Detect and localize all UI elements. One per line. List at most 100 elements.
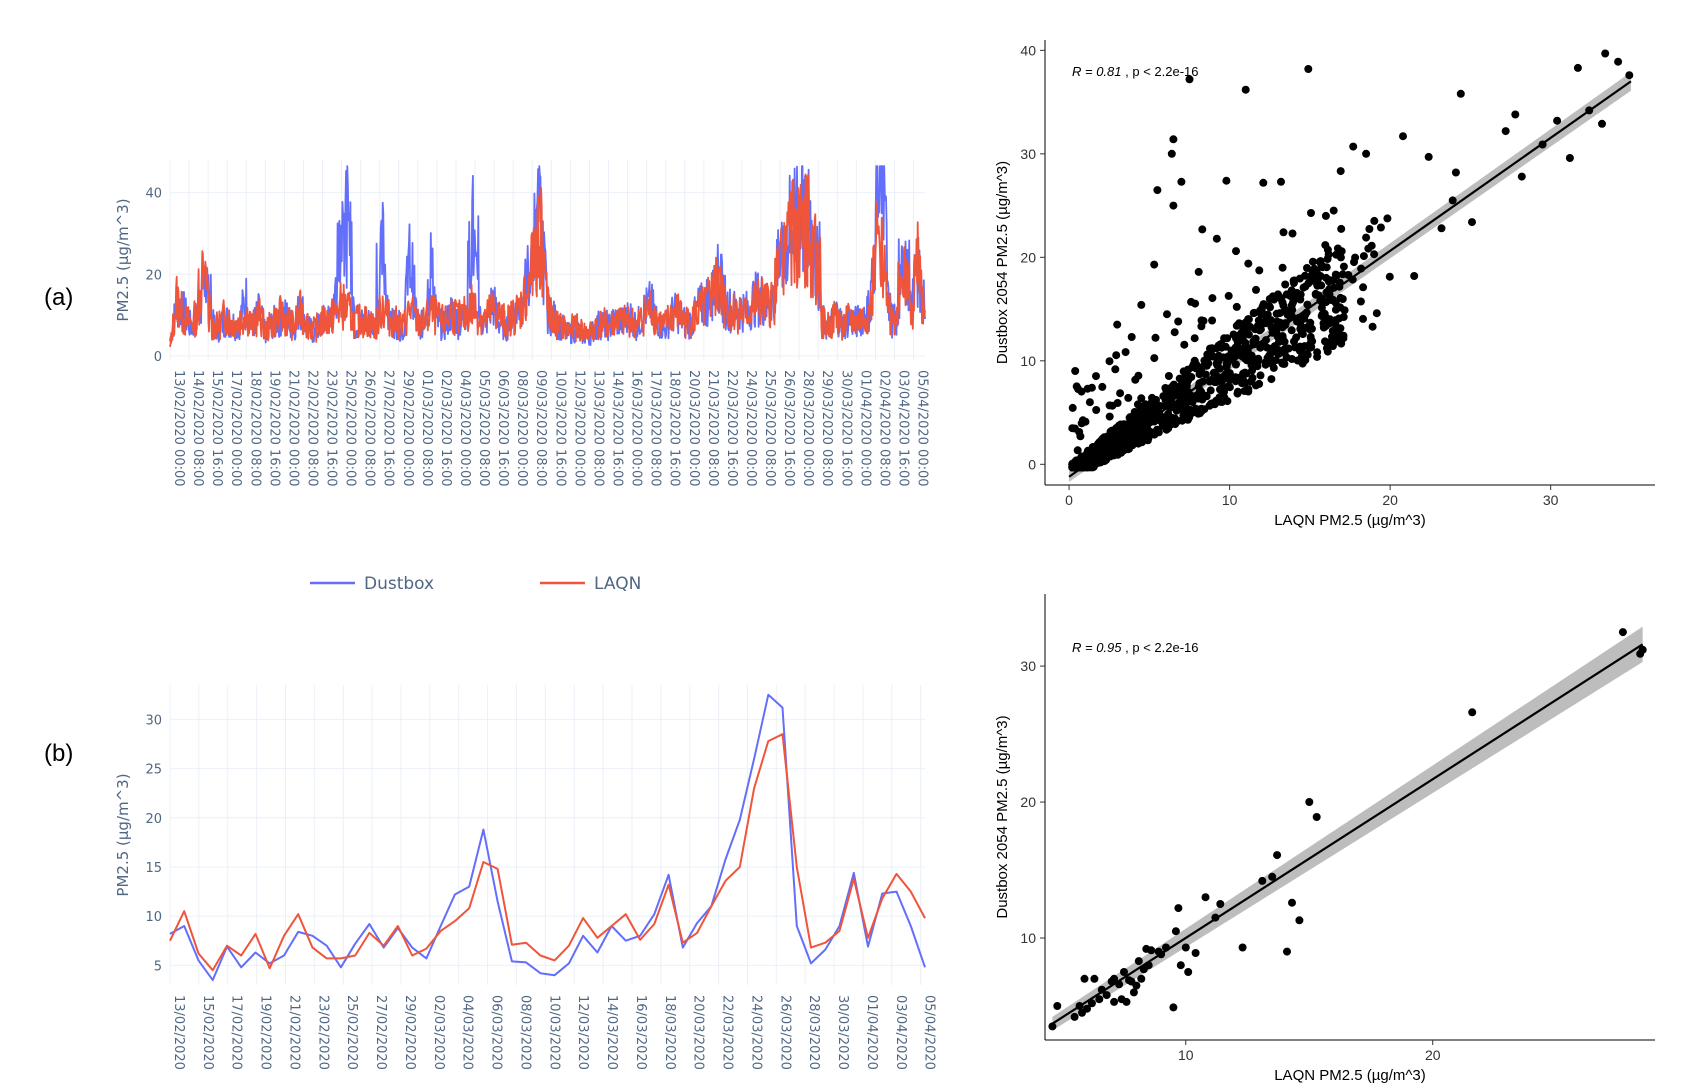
- scatter-point: [1167, 149, 1176, 158]
- scatter-point: [1197, 322, 1206, 331]
- scatter-point: [1176, 961, 1185, 970]
- scatter-point: [1191, 299, 1200, 308]
- scatter-point: [1310, 264, 1319, 273]
- scatter-point: [1253, 362, 1262, 371]
- scatter-point: [1259, 300, 1268, 309]
- scatter-point: [1410, 272, 1419, 280]
- x-tick-label: 13/03/2020 08:00: [590, 370, 605, 487]
- scatter-point: [1241, 318, 1250, 327]
- x-tick-label: 21/02/2020: [286, 995, 301, 1070]
- scatter-point: [1275, 309, 1284, 318]
- scatter-point: [1195, 370, 1204, 379]
- x-tick-label: 25/02/2020 00:00: [343, 370, 358, 487]
- scatter-point: [1448, 196, 1457, 205]
- scatter-point: [1206, 386, 1215, 395]
- scatter-point: [1364, 244, 1373, 253]
- scatter-point: [1105, 412, 1114, 421]
- scatter-point: [1359, 252, 1368, 261]
- scatter-point: [1116, 389, 1125, 398]
- scatter-point: [1208, 316, 1217, 325]
- scatter-point: [1468, 218, 1476, 227]
- scatter-point: [1356, 297, 1365, 306]
- scatter-point: [1198, 225, 1207, 234]
- x-tick-label: 17/02/2020: [229, 995, 244, 1070]
- scatter-point: [1241, 368, 1249, 377]
- scatter-point: [1183, 396, 1192, 405]
- scatter-point: [1254, 354, 1263, 363]
- scatter-point: [1278, 263, 1287, 272]
- x-tick-label: 28/03/2020 00:00: [800, 370, 815, 487]
- stat-annotation: R = 0.95 , p < 2.2e-16: [1072, 640, 1199, 655]
- y-axis-title: PM2.5 (µg/m^3): [114, 773, 132, 896]
- panel-label-a: (a): [44, 284, 74, 311]
- scatter-point: [1339, 313, 1348, 321]
- scatter-point: [1132, 981, 1141, 990]
- scatter-point: [1565, 154, 1574, 162]
- y-tick-label: 30: [145, 713, 162, 728]
- scatter-point: [1262, 343, 1271, 352]
- x-tick-label: 24/03/2020 00:00: [743, 370, 758, 487]
- x-tick-label: 20: [1425, 1047, 1441, 1063]
- scatter-point: [1235, 319, 1244, 328]
- x-tick-label: 22/03/2020: [720, 995, 735, 1070]
- scatter-point: [1087, 383, 1096, 392]
- x-tick-label: 21/02/2020 00:00: [285, 370, 300, 487]
- x-tick-label: 26/03/2020 16:00: [781, 370, 796, 487]
- scatter-point: [1163, 310, 1171, 319]
- scatter-point: [1287, 326, 1296, 335]
- scatter-point: [1198, 389, 1206, 398]
- scatter-point: [1252, 285, 1260, 294]
- scatter-point: [1349, 142, 1358, 151]
- x-tick-label: 18/03/2020 16:00: [667, 370, 682, 487]
- x-tick-label: 30/03/2020 16:00: [838, 370, 853, 487]
- scatter-point: [1279, 228, 1288, 237]
- scatter-point: [1237, 377, 1246, 386]
- scatter-point: [1362, 233, 1371, 242]
- y-tick-label: 25: [145, 763, 162, 778]
- scatter-point: [1083, 1004, 1091, 1013]
- scatter-point: [1179, 367, 1188, 376]
- scatter-point: [1120, 968, 1128, 976]
- scatter-point: [1601, 49, 1610, 58]
- scatter-point: [1305, 343, 1314, 352]
- scatter-point: [1172, 416, 1181, 425]
- x-tick-label: 03/04/2020 16:00: [895, 370, 910, 487]
- scatter-point: [1359, 283, 1368, 292]
- scatter-point: [1169, 135, 1178, 144]
- scatter-point: [1331, 320, 1340, 329]
- x-tick-label: 16/03/2020 00:00: [629, 370, 644, 487]
- scatter-point: [1340, 306, 1349, 315]
- scatter-point: [1288, 305, 1297, 314]
- scatter-point: [1221, 342, 1230, 351]
- stat-r: R = 0.81: [1072, 64, 1122, 79]
- x-tick-label: 23/02/2020 16:00: [324, 370, 339, 487]
- scatter-point: [1161, 396, 1170, 405]
- scatter-point: [1305, 798, 1314, 806]
- scatter-point: [1126, 413, 1135, 422]
- scatter-point: [1092, 406, 1101, 414]
- scatter-point: [1201, 893, 1210, 902]
- y-tick-label: 30: [1020, 658, 1036, 674]
- scatter-point: [1313, 275, 1322, 283]
- scatter-point: [1212, 396, 1221, 405]
- x-tick-label: 22/02/2020 08:00: [304, 370, 319, 487]
- scatter-point: [1372, 309, 1381, 318]
- scatter-point: [1121, 348, 1130, 357]
- scatter-point: [1070, 1012, 1079, 1021]
- scatter-point: [1053, 1002, 1062, 1010]
- x-tick-label: 06/03/2020: [489, 995, 504, 1070]
- scatter-point: [1169, 201, 1178, 210]
- y-tick-label: 20: [1020, 794, 1036, 810]
- scatter-point: [1110, 974, 1119, 983]
- x-tick-label: 10: [1222, 492, 1238, 508]
- scatter-point: [1365, 225, 1374, 233]
- scatter-point: [1280, 337, 1289, 346]
- scatter-point: [1281, 280, 1290, 289]
- x-tick-label: 05/03/2020 08:00: [476, 370, 491, 487]
- scatter-point: [1105, 357, 1114, 366]
- scatter-point: [1256, 371, 1265, 380]
- scatter-point: [1223, 334, 1232, 343]
- scatter-point: [1148, 400, 1157, 409]
- scatter-point: [1171, 927, 1180, 936]
